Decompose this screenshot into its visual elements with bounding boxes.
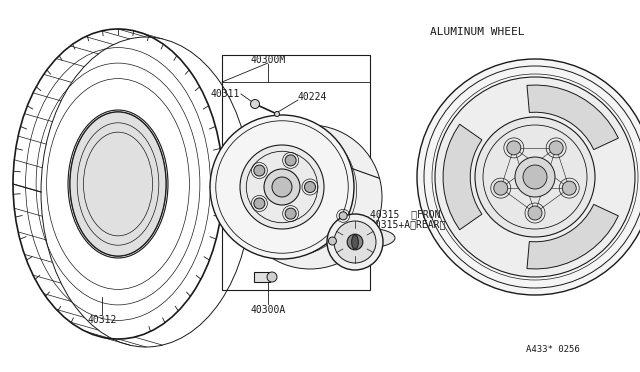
Text: 40311: 40311 xyxy=(211,89,240,99)
Ellipse shape xyxy=(210,115,354,259)
Circle shape xyxy=(475,117,595,237)
Circle shape xyxy=(250,99,259,109)
Text: 40315+A（REAR）: 40315+A（REAR） xyxy=(370,219,446,229)
Text: 40312: 40312 xyxy=(87,315,116,325)
Text: A433* 0256: A433* 0256 xyxy=(526,346,580,355)
Circle shape xyxy=(562,181,576,195)
Circle shape xyxy=(285,208,296,219)
Ellipse shape xyxy=(264,169,300,205)
Circle shape xyxy=(417,59,640,295)
Ellipse shape xyxy=(238,125,382,269)
Text: ALUMINUM WHEEL: ALUMINUM WHEEL xyxy=(430,27,525,37)
Circle shape xyxy=(327,214,383,270)
Ellipse shape xyxy=(351,235,358,249)
Circle shape xyxy=(254,165,265,176)
Circle shape xyxy=(528,206,542,220)
Text: 40224: 40224 xyxy=(298,92,328,102)
Circle shape xyxy=(549,141,563,155)
Circle shape xyxy=(435,77,635,277)
Text: 40300M: 40300M xyxy=(458,215,493,225)
Ellipse shape xyxy=(68,110,168,258)
Bar xyxy=(222,55,370,290)
Circle shape xyxy=(285,155,296,166)
Circle shape xyxy=(339,212,347,220)
Polygon shape xyxy=(443,124,482,230)
Text: 40300A: 40300A xyxy=(250,305,285,315)
Circle shape xyxy=(275,112,280,116)
Circle shape xyxy=(334,221,376,263)
Circle shape xyxy=(523,165,547,189)
Circle shape xyxy=(328,237,337,245)
Circle shape xyxy=(267,272,277,282)
Text: 40300M: 40300M xyxy=(250,55,285,65)
Polygon shape xyxy=(527,85,618,150)
Circle shape xyxy=(494,181,508,195)
Ellipse shape xyxy=(240,145,324,229)
Circle shape xyxy=(515,157,555,197)
Ellipse shape xyxy=(272,177,292,197)
Text: 40315  （FRONT）: 40315 （FRONT） xyxy=(370,209,452,219)
Circle shape xyxy=(347,234,363,250)
Circle shape xyxy=(507,141,521,155)
Ellipse shape xyxy=(70,112,166,256)
Bar xyxy=(254,272,270,282)
Polygon shape xyxy=(527,204,618,269)
Ellipse shape xyxy=(339,228,395,248)
Circle shape xyxy=(254,198,265,209)
Circle shape xyxy=(305,182,316,192)
